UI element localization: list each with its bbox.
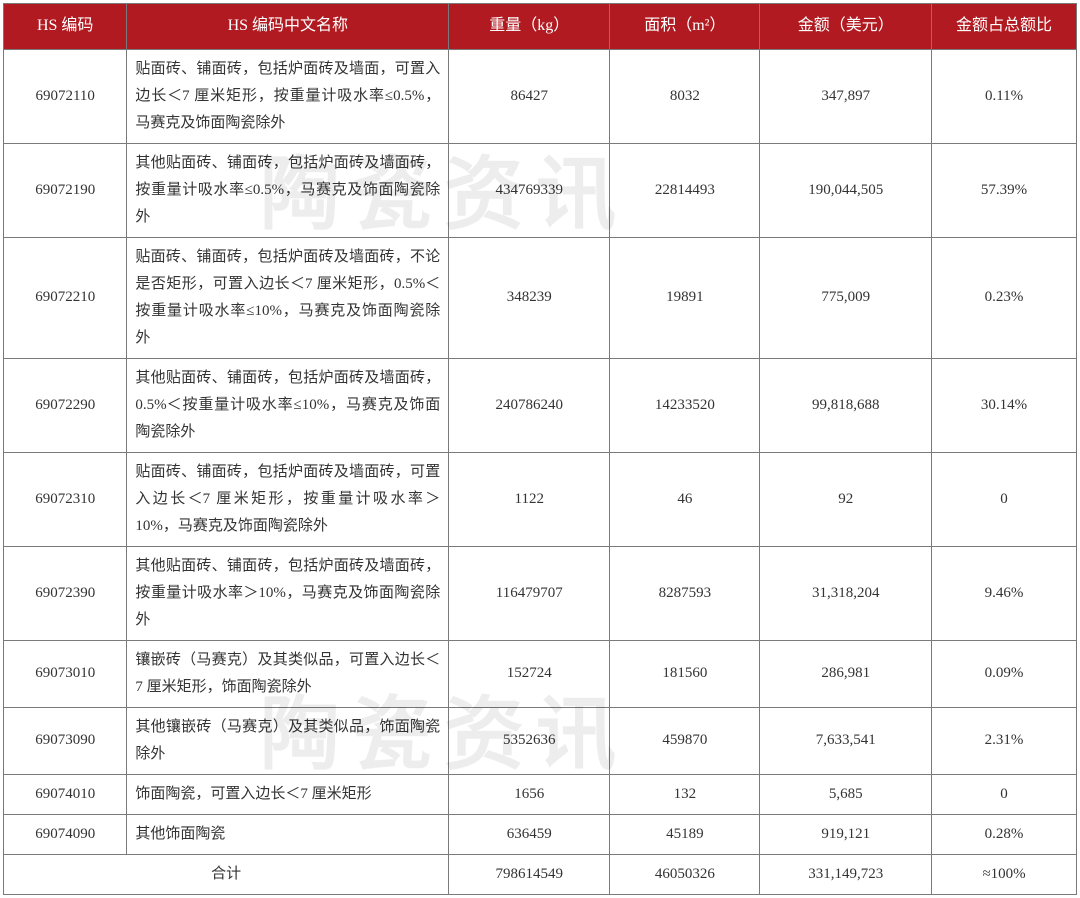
cell-hs: 69072310 <box>4 452 127 546</box>
cell-pct: 0.09% <box>932 640 1077 707</box>
table-row: 69074090其他饰面陶瓷63645945189919,1210.28% <box>4 814 1077 854</box>
table-row: 69072310贴面砖、铺面砖，包括炉面砖及墙面砖，可置入边长＜7 厘米矩形，按… <box>4 452 1077 546</box>
cell-hs: 69073010 <box>4 640 127 707</box>
cell-pct: 0.28% <box>932 814 1077 854</box>
cell-hs: 69074090 <box>4 814 127 854</box>
cell-hs: 69074010 <box>4 774 127 814</box>
cell-name: 镶嵌砖（马赛克）及其类似品，可置入边长＜7 厘米矩形，饰面陶瓷除外 <box>127 640 449 707</box>
cell-weight: 348239 <box>449 237 610 358</box>
table-row: 69073010镶嵌砖（马赛克）及其类似品，可置入边长＜7 厘米矩形，饰面陶瓷除… <box>4 640 1077 707</box>
cell-name: 贴面砖、铺面砖，包括炉面砖及墙面，可置入边长＜7 厘米矩形，按重量计吸水率≤0.… <box>127 49 449 143</box>
cell-weight: 434769339 <box>449 143 610 237</box>
cell-pct: 57.39% <box>932 143 1077 237</box>
cell-name: 饰面陶瓷，可置入边长＜7 厘米矩形 <box>127 774 449 814</box>
cell-name: 贴面砖、铺面砖，包括炉面砖及墙面砖，不论是否矩形，可置入边长＜7 厘米矩形，0.… <box>127 237 449 358</box>
cell-area: 45189 <box>610 814 760 854</box>
cell-area: 8032 <box>610 49 760 143</box>
cell-name: 其他贴面砖、铺面砖，包括炉面砖及墙面砖，0.5%＜按重量计吸水率≤10%，马赛克… <box>127 358 449 452</box>
cell-total-area: 46050326 <box>610 854 760 894</box>
cell-hs: 69073090 <box>4 707 127 774</box>
table-container: 陶瓷资讯 陶瓷资讯 HS 编码 HS 编码中文名称 重量（kg） 面积（m²） … <box>0 0 1080 898</box>
cell-amount: 5,685 <box>760 774 932 814</box>
cell-weight: 116479707 <box>449 546 610 640</box>
cell-area: 8287593 <box>610 546 760 640</box>
cell-total-pct: ≈100% <box>932 854 1077 894</box>
cell-hs: 69072110 <box>4 49 127 143</box>
table-total-row: 合计79861454946050326331,149,723≈100% <box>4 854 1077 894</box>
cell-amount: 919,121 <box>760 814 932 854</box>
col-weight: 重量（kg） <box>449 4 610 50</box>
table-row: 69072190其他贴面砖、铺面砖，包括炉面砖及墙面砖，按重量计吸水率≤0.5%… <box>4 143 1077 237</box>
hs-code-table: HS 编码 HS 编码中文名称 重量（kg） 面积（m²） 金额（美元） 金额占… <box>3 3 1077 895</box>
cell-total-weight: 798614549 <box>449 854 610 894</box>
cell-area: 14233520 <box>610 358 760 452</box>
col-amount: 金额（美元） <box>760 4 932 50</box>
cell-area: 22814493 <box>610 143 760 237</box>
table-row: 69072210贴面砖、铺面砖，包括炉面砖及墙面砖，不论是否矩形，可置入边长＜7… <box>4 237 1077 358</box>
cell-area: 19891 <box>610 237 760 358</box>
cell-hs: 69072210 <box>4 237 127 358</box>
col-hs: HS 编码 <box>4 4 127 50</box>
table-row: 69072110贴面砖、铺面砖，包括炉面砖及墙面，可置入边长＜7 厘米矩形，按重… <box>4 49 1077 143</box>
cell-amount: 286,981 <box>760 640 932 707</box>
cell-weight: 1656 <box>449 774 610 814</box>
cell-amount: 347,897 <box>760 49 932 143</box>
cell-name: 其他饰面陶瓷 <box>127 814 449 854</box>
cell-weight: 5352636 <box>449 707 610 774</box>
cell-pct: 9.46% <box>932 546 1077 640</box>
cell-pct: 0.11% <box>932 49 1077 143</box>
cell-pct: 2.31% <box>932 707 1077 774</box>
cell-name: 贴面砖、铺面砖，包括炉面砖及墙面砖，可置入边长＜7 厘米矩形，按重量计吸水率＞1… <box>127 452 449 546</box>
cell-hs: 69072390 <box>4 546 127 640</box>
col-pct: 金额占总额比 <box>932 4 1077 50</box>
col-name: HS 编码中文名称 <box>127 4 449 50</box>
cell-hs: 69072190 <box>4 143 127 237</box>
cell-name: 其他贴面砖、铺面砖，包括炉面砖及墙面砖，按重量计吸水率≤0.5%，马赛克及饰面陶… <box>127 143 449 237</box>
cell-area: 132 <box>610 774 760 814</box>
cell-pct: 30.14% <box>932 358 1077 452</box>
cell-amount: 92 <box>760 452 932 546</box>
cell-amount: 775,009 <box>760 237 932 358</box>
cell-amount: 31,318,204 <box>760 546 932 640</box>
cell-name: 其他贴面砖、铺面砖，包括炉面砖及墙面砖，按重量计吸水率＞10%，马赛克及饰面陶瓷… <box>127 546 449 640</box>
cell-total-amount: 331,149,723 <box>760 854 932 894</box>
cell-area: 181560 <box>610 640 760 707</box>
cell-amount: 190,044,505 <box>760 143 932 237</box>
cell-weight: 152724 <box>449 640 610 707</box>
cell-name: 其他镶嵌砖（马赛克）及其类似品，饰面陶瓷除外 <box>127 707 449 774</box>
cell-hs: 69072290 <box>4 358 127 452</box>
cell-weight: 240786240 <box>449 358 610 452</box>
table-row: 69073090其他镶嵌砖（马赛克）及其类似品，饰面陶瓷除外5352636459… <box>4 707 1077 774</box>
cell-area: 459870 <box>610 707 760 774</box>
cell-pct: 0 <box>932 774 1077 814</box>
cell-amount: 7,633,541 <box>760 707 932 774</box>
cell-area: 46 <box>610 452 760 546</box>
cell-pct: 0 <box>932 452 1077 546</box>
cell-total-label: 合计 <box>4 854 449 894</box>
table-row: 69072290其他贴面砖、铺面砖，包括炉面砖及墙面砖，0.5%＜按重量计吸水率… <box>4 358 1077 452</box>
cell-weight: 86427 <box>449 49 610 143</box>
table-header-row: HS 编码 HS 编码中文名称 重量（kg） 面积（m²） 金额（美元） 金额占… <box>4 4 1077 50</box>
table-row: 69074010饰面陶瓷，可置入边长＜7 厘米矩形16561325,6850 <box>4 774 1077 814</box>
col-area: 面积（m²） <box>610 4 760 50</box>
cell-pct: 0.23% <box>932 237 1077 358</box>
table-row: 69072390其他贴面砖、铺面砖，包括炉面砖及墙面砖，按重量计吸水率＞10%，… <box>4 546 1077 640</box>
cell-weight: 1122 <box>449 452 610 546</box>
cell-amount: 99,818,688 <box>760 358 932 452</box>
cell-weight: 636459 <box>449 814 610 854</box>
